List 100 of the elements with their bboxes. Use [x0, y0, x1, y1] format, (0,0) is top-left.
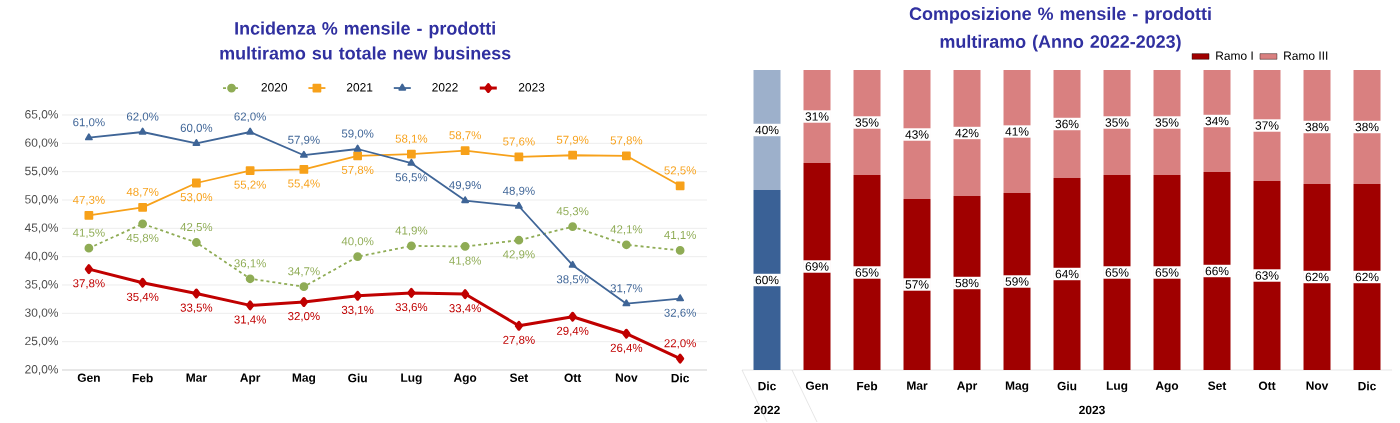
- text: 2022: [754, 405, 780, 415]
- point: [622, 299, 631, 307]
- point: [675, 246, 685, 255]
- data-label: 45,3%: [556, 207, 589, 217]
- x-tick-label: Nov: [1306, 381, 1329, 390]
- data-label: 29,4%: [556, 326, 589, 337]
- point: [568, 311, 577, 322]
- data-label: 65%: [1155, 268, 1179, 277]
- data-label: 60,0%: [180, 123, 213, 134]
- bar: [1153, 175, 1181, 370]
- legend-label: 2020: [261, 83, 288, 92]
- data-label: 60%: [755, 275, 779, 285]
- bar: [1303, 70, 1331, 184]
- y-tick-label: 45,0%: [24, 223, 59, 234]
- x-tick-label: Feb: [857, 381, 878, 391]
- bar: [1103, 175, 1131, 370]
- chart-title: Incidenza % mensile - prodotti multiramo su totale new business: [220, 21, 511, 60]
- point: [299, 297, 308, 307]
- bar: [1353, 70, 1381, 184]
- x-tick-label: Apr: [957, 381, 978, 393]
- data-label: 57,9%: [556, 135, 589, 146]
- point: [568, 150, 578, 160]
- point: [246, 127, 255, 135]
- x-tick-label: Ott: [564, 373, 582, 382]
- point: [568, 260, 577, 268]
- x-tick-label: Dic: [1358, 381, 1376, 391]
- data-label: 37,8%: [73, 279, 105, 289]
- x-tick-label: Mag: [1005, 381, 1029, 393]
- data-label: 33,5%: [180, 303, 213, 314]
- data-label: 35%: [1155, 118, 1179, 127]
- data-label: 62%: [1355, 272, 1379, 282]
- data-label: 34%: [1205, 116, 1229, 126]
- data-label: 27,8%: [503, 335, 535, 346]
- bar: [1203, 172, 1231, 370]
- point: [460, 146, 470, 156]
- point: [621, 151, 631, 161]
- data-label: 55,2%: [234, 180, 266, 191]
- data-label: 49,9%: [449, 181, 481, 191]
- point: [353, 252, 363, 262]
- data-label: 55,4%: [288, 179, 320, 189]
- point: [192, 288, 201, 299]
- point: [407, 158, 416, 166]
- data-label: 58%: [955, 278, 979, 288]
- bar: [1203, 70, 1231, 172]
- point: [191, 178, 201, 188]
- point: [676, 294, 685, 302]
- x-tick-label: Ago: [1155, 381, 1179, 393]
- data-label: 53,0%: [180, 193, 213, 203]
- data-label: 40%: [755, 125, 779, 135]
- legend-label: 2023: [518, 83, 545, 92]
- point: [246, 300, 255, 311]
- data-label: 57%: [905, 280, 929, 289]
- data-label: 31,4%: [234, 315, 266, 325]
- data-label: 37%: [1255, 121, 1279, 130]
- x-tick-label: Lug: [401, 373, 422, 385]
- data-label: 41%: [1005, 127, 1029, 136]
- y-tick-label: 25,0%: [25, 336, 59, 347]
- data-label: 56,5%: [395, 173, 428, 183]
- point: [568, 222, 578, 232]
- data-label: 61,0%: [73, 118, 105, 128]
- bar: [853, 70, 881, 175]
- y-tick-label: 60,0%: [25, 138, 59, 149]
- data-label: 42%: [955, 128, 979, 138]
- data-label: 32,6%: [664, 308, 696, 319]
- data-label: 41,9%: [395, 226, 428, 236]
- data-label: 38%: [1305, 122, 1329, 132]
- point: [138, 202, 148, 212]
- data-label: 62%: [1305, 272, 1329, 282]
- data-label: 62,0%: [234, 112, 266, 122]
- point: [407, 287, 416, 298]
- bar: [853, 175, 881, 370]
- data-label: 42,1%: [610, 225, 643, 235]
- bar: [753, 70, 781, 190]
- data-label: 62,0%: [126, 112, 159, 122]
- x-tick-label: Giu: [348, 373, 367, 383]
- bar: [803, 163, 831, 370]
- x-tick-label: Lug: [1106, 381, 1128, 393]
- point: [138, 219, 148, 229]
- data-label: 41,8%: [449, 256, 481, 266]
- x-tick-label: Gen: [77, 373, 100, 382]
- data-label: 63%: [1255, 271, 1279, 280]
- data-label: 52,5%: [664, 166, 696, 176]
- point: [191, 238, 201, 247]
- x-tick-label: Giu: [1057, 381, 1077, 391]
- point: [621, 240, 631, 250]
- bar: [1153, 70, 1181, 175]
- data-label: 42,9%: [502, 250, 535, 260]
- data-label: 33,4%: [449, 304, 481, 314]
- y-tick-label: 50,0%: [25, 195, 59, 205]
- bar: [1103, 70, 1131, 175]
- data-label: 57,8%: [610, 136, 643, 146]
- legend-label: 2022: [432, 83, 458, 92]
- data-label: 38%: [1355, 122, 1379, 132]
- data-label: 47,3%: [72, 195, 105, 206]
- point: [514, 320, 523, 331]
- data-label: 65%: [855, 268, 879, 277]
- data-label: 48,9%: [502, 186, 535, 197]
- x-tick-label: Mag: [292, 373, 316, 385]
- bar: [903, 70, 931, 199]
- point: [675, 181, 685, 191]
